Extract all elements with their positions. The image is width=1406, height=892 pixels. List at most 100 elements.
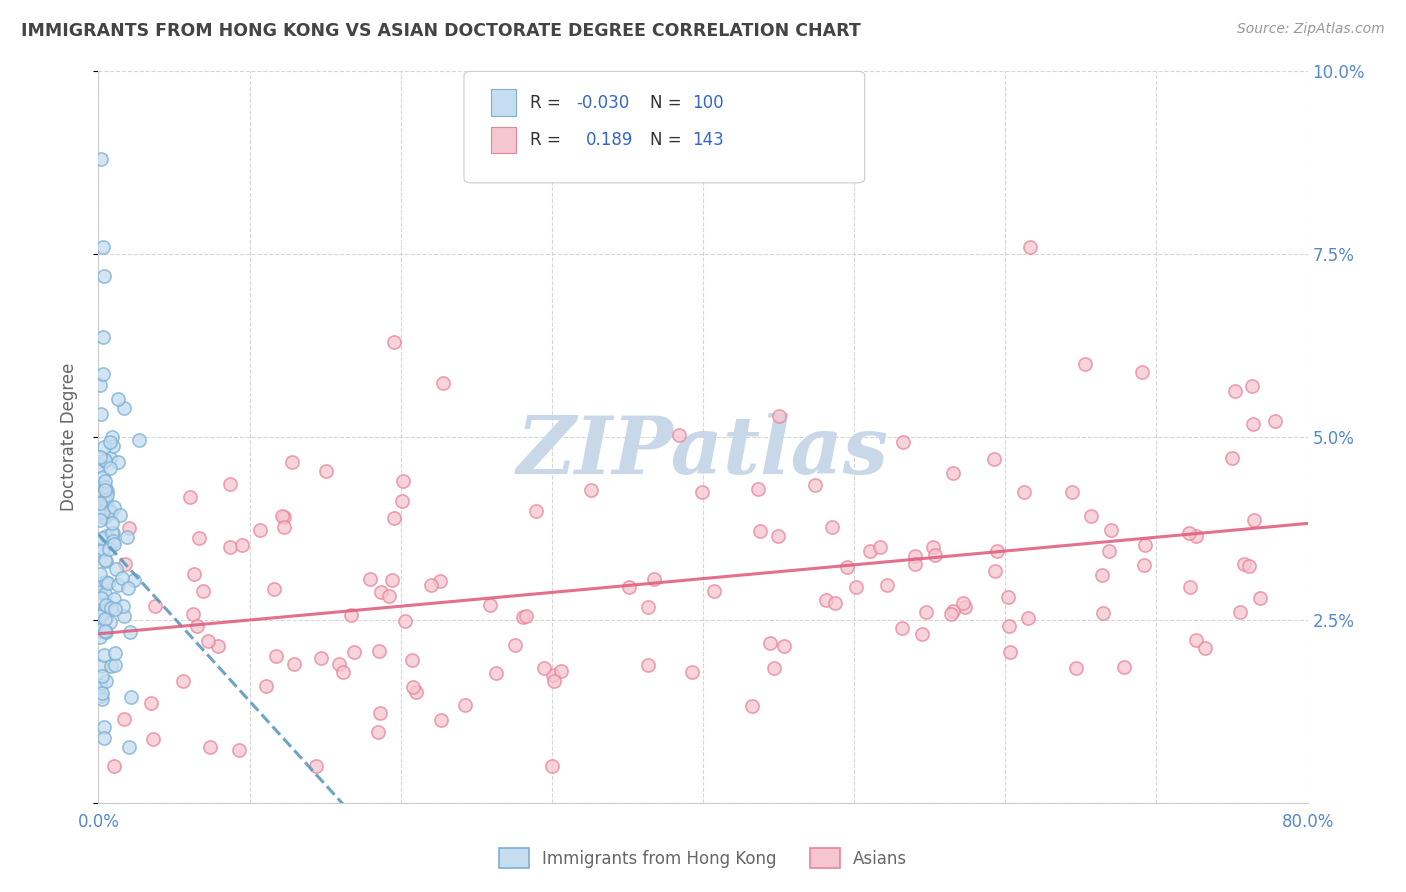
Point: [89, 506, 111, 520]
Point: [89, 608, 111, 623]
Point: [1064, 661, 1087, 675]
Point: [143, 599, 166, 614]
Point: [637, 599, 659, 614]
Point: [1017, 610, 1039, 624]
Point: [340, 607, 363, 622]
Point: [263, 582, 285, 596]
Point: [391, 494, 413, 508]
Point: [332, 665, 354, 679]
Point: [94, 483, 117, 498]
Point: [89, 458, 111, 473]
Point: [420, 578, 443, 592]
Point: [94, 510, 117, 524]
Point: [748, 524, 770, 539]
Point: [429, 574, 451, 589]
Point: [758, 636, 780, 650]
Point: [911, 627, 934, 641]
Point: [378, 589, 401, 603]
Point: [998, 645, 1021, 659]
Point: [891, 621, 914, 635]
Point: [305, 759, 328, 773]
Point: [93, 440, 115, 454]
Point: [432, 376, 454, 391]
Point: [1112, 660, 1135, 674]
Point: [1091, 568, 1114, 582]
Point: [94, 453, 117, 467]
Point: [1133, 538, 1156, 552]
Point: [922, 540, 945, 554]
Point: [94, 454, 117, 468]
Point: [110, 508, 132, 522]
Point: [1222, 450, 1244, 465]
Point: [91, 367, 114, 381]
Point: [1185, 633, 1208, 648]
Point: [91, 240, 114, 254]
Point: [1178, 580, 1201, 594]
Point: [142, 731, 165, 746]
Point: [515, 608, 537, 623]
Point: [869, 540, 891, 554]
Point: [1243, 513, 1265, 527]
Point: [891, 435, 914, 450]
Point: [368, 706, 391, 720]
Point: [89, 477, 111, 491]
Point: [93, 731, 115, 745]
Point: [1184, 529, 1206, 543]
Point: [986, 543, 1008, 558]
Point: [815, 593, 838, 607]
Point: [112, 401, 135, 415]
Point: [804, 478, 827, 492]
Point: [93, 720, 115, 734]
Point: [91, 624, 114, 639]
Point: [91, 505, 114, 519]
Point: [904, 549, 927, 564]
Point: [524, 504, 547, 518]
Point: [120, 624, 142, 639]
Text: IMMIGRANTS FROM HONG KONG VS ASIAN DOCTORATE DEGREE CORRELATION CHART: IMMIGRANTS FROM HONG KONG VS ASIAN DOCTO…: [21, 22, 860, 40]
Text: N =: N =: [650, 94, 686, 112]
Point: [876, 578, 898, 592]
Point: [94, 480, 117, 494]
Point: [1241, 379, 1264, 393]
Point: [1241, 417, 1264, 432]
Point: [141, 696, 163, 710]
Point: [107, 392, 129, 407]
Point: [107, 455, 129, 469]
Point: [96, 674, 118, 689]
Point: [914, 605, 936, 619]
Point: [835, 560, 858, 574]
Point: [924, 548, 946, 562]
Point: [942, 604, 965, 618]
Point: [103, 537, 125, 551]
Point: [1223, 384, 1246, 398]
Text: R =: R =: [530, 94, 567, 112]
Point: [264, 648, 287, 663]
Y-axis label: Doctorate Degree: Doctorate Degree: [59, 363, 77, 511]
Point: [101, 525, 124, 540]
Point: [430, 713, 453, 727]
Point: [1233, 557, 1256, 571]
Point: [942, 467, 965, 481]
Point: [394, 614, 416, 628]
Point: [110, 571, 132, 585]
Point: [90, 531, 112, 545]
Point: [543, 674, 565, 689]
Point: [1249, 591, 1271, 606]
Point: [89, 378, 111, 392]
Point: [1130, 365, 1153, 379]
Point: [96, 533, 118, 547]
Point: [104, 562, 127, 576]
Point: [952, 596, 974, 610]
Text: R =: R =: [530, 131, 567, 149]
Point: [101, 439, 124, 453]
Point: [273, 520, 295, 534]
Point: [89, 450, 111, 464]
Point: [228, 743, 250, 757]
Point: [97, 575, 120, 590]
Point: [93, 612, 115, 626]
Point: [637, 658, 659, 673]
Point: [89, 630, 111, 644]
Point: [91, 622, 114, 636]
Point: [128, 434, 150, 448]
Point: [90, 689, 112, 703]
